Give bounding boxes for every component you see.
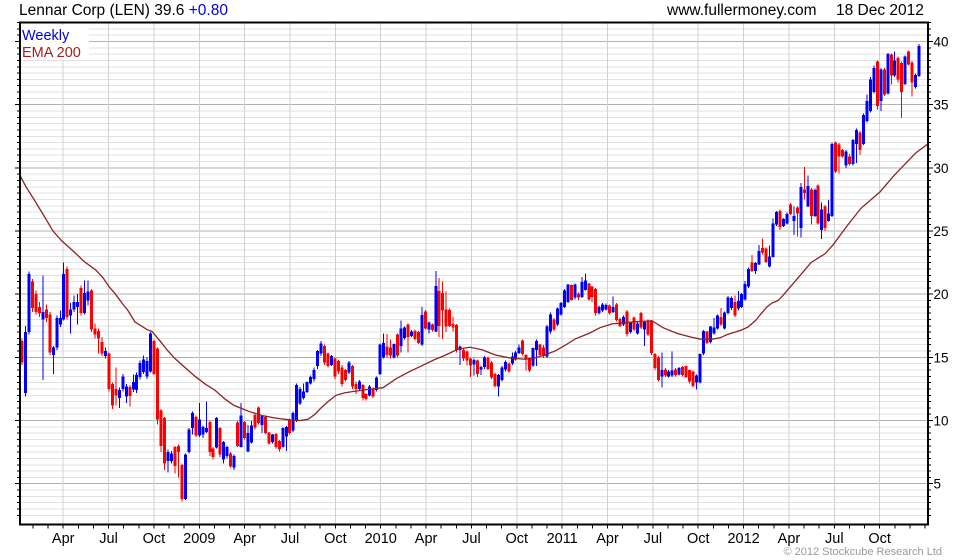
svg-text:35: 35	[934, 98, 949, 113]
svg-text:Oct: Oct	[506, 531, 529, 547]
svg-text:2009: 2009	[183, 531, 215, 547]
svg-text:20: 20	[934, 287, 949, 302]
svg-text:Jul: Jul	[825, 531, 844, 547]
svg-text:2011: 2011	[547, 531, 578, 547]
svg-text:15: 15	[934, 350, 949, 365]
svg-text:Apr: Apr	[596, 531, 619, 547]
svg-text:Oct: Oct	[687, 531, 710, 547]
svg-text:Jul: Jul	[99, 531, 118, 547]
svg-text:Oct: Oct	[324, 531, 347, 547]
svg-text:Apr: Apr	[233, 531, 256, 547]
svg-text:Weekly: Weekly	[22, 28, 70, 44]
svg-text:Jul: Jul	[644, 531, 663, 547]
svg-text:25: 25	[934, 224, 949, 239]
svg-text:Apr: Apr	[52, 531, 75, 547]
svg-text:EMA 200: EMA 200	[22, 45, 81, 61]
svg-text:Jul: Jul	[462, 531, 481, 547]
svg-text:5: 5	[934, 477, 942, 492]
svg-text:10: 10	[934, 414, 949, 429]
svg-text:2012: 2012	[727, 531, 759, 547]
svg-text:Oct: Oct	[143, 531, 166, 547]
svg-text:Jul: Jul	[281, 531, 300, 547]
svg-text:30: 30	[934, 161, 949, 176]
svg-text:Oct: Oct	[868, 531, 891, 547]
svg-text:Apr: Apr	[415, 531, 438, 547]
svg-text:2010: 2010	[365, 531, 397, 547]
svg-text:Apr: Apr	[778, 531, 801, 547]
svg-text:40: 40	[934, 35, 949, 50]
